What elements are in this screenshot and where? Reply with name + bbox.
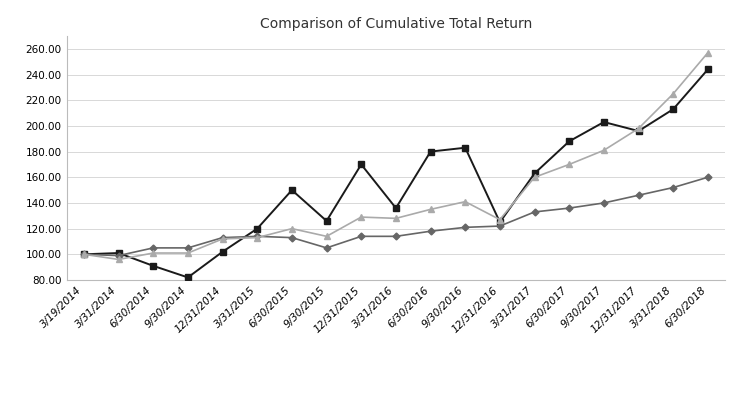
PCTY — [253, 226, 262, 231]
S&P 1500 Application Software Index — [357, 215, 366, 220]
S&P 500 Index — [461, 225, 470, 230]
PCTY — [114, 251, 123, 256]
S&P 1500 Application Software Index — [461, 199, 470, 204]
S&P 1500 Application Software Index — [426, 207, 435, 212]
S&P 1500 Application Software Index — [322, 234, 331, 239]
PCTY — [669, 107, 678, 112]
S&P 500 Index — [287, 235, 296, 240]
PCTY — [149, 264, 158, 268]
S&P 1500 Application Software Index — [114, 257, 123, 262]
S&P 500 Index — [530, 210, 539, 214]
PCTY — [218, 249, 227, 254]
S&P 500 Index — [634, 193, 643, 198]
S&P 500 Index — [704, 175, 713, 180]
S&P 1500 Application Software Index — [669, 91, 678, 96]
Line: S&P 1500 Application Software Index: S&P 1500 Application Software Index — [81, 50, 710, 262]
PCTY — [79, 252, 88, 257]
PCTY — [496, 220, 505, 225]
PCTY — [599, 120, 608, 124]
S&P 500 Index — [149, 246, 158, 250]
S&P 1500 Application Software Index — [184, 251, 192, 256]
PCTY — [704, 67, 713, 72]
S&P 1500 Application Software Index — [253, 235, 262, 240]
S&P 500 Index — [184, 246, 192, 250]
S&P 1500 Application Software Index — [565, 162, 574, 167]
S&P 1500 Application Software Index — [496, 217, 505, 222]
PCTY — [287, 188, 296, 192]
PCTY — [184, 275, 192, 280]
PCTY — [530, 171, 539, 176]
PCTY — [461, 145, 470, 150]
S&P 500 Index — [79, 252, 88, 257]
S&P 1500 Application Software Index — [704, 50, 713, 55]
PCTY — [322, 218, 331, 223]
S&P 500 Index — [218, 235, 227, 240]
S&P 1500 Application Software Index — [391, 216, 400, 221]
S&P 500 Index — [391, 234, 400, 239]
PCTY — [357, 162, 366, 167]
S&P 500 Index — [322, 246, 331, 250]
Title: Comparison of Cumulative Total Return: Comparison of Cumulative Total Return — [260, 17, 532, 31]
PCTY — [391, 206, 400, 210]
S&P 500 Index — [496, 224, 505, 228]
S&P 1500 Application Software Index — [149, 251, 158, 256]
PCTY — [634, 129, 643, 134]
S&P 1500 Application Software Index — [530, 175, 539, 180]
S&P 1500 Application Software Index — [634, 126, 643, 131]
S&P 1500 Application Software Index — [218, 236, 227, 241]
S&P 1500 Application Software Index — [599, 148, 608, 153]
S&P 500 Index — [357, 234, 366, 239]
S&P 500 Index — [426, 229, 435, 234]
S&P 500 Index — [565, 206, 574, 210]
S&P 500 Index — [114, 253, 123, 258]
PCTY — [565, 139, 574, 144]
S&P 1500 Application Software Index — [79, 252, 88, 257]
PCTY — [426, 149, 435, 154]
Line: S&P 500 Index: S&P 500 Index — [81, 175, 710, 258]
S&P 500 Index — [669, 185, 678, 190]
S&P 500 Index — [253, 234, 262, 239]
S&P 500 Index — [599, 200, 608, 205]
S&P 1500 Application Software Index — [287, 226, 296, 231]
Line: PCTY: PCTY — [81, 66, 711, 280]
